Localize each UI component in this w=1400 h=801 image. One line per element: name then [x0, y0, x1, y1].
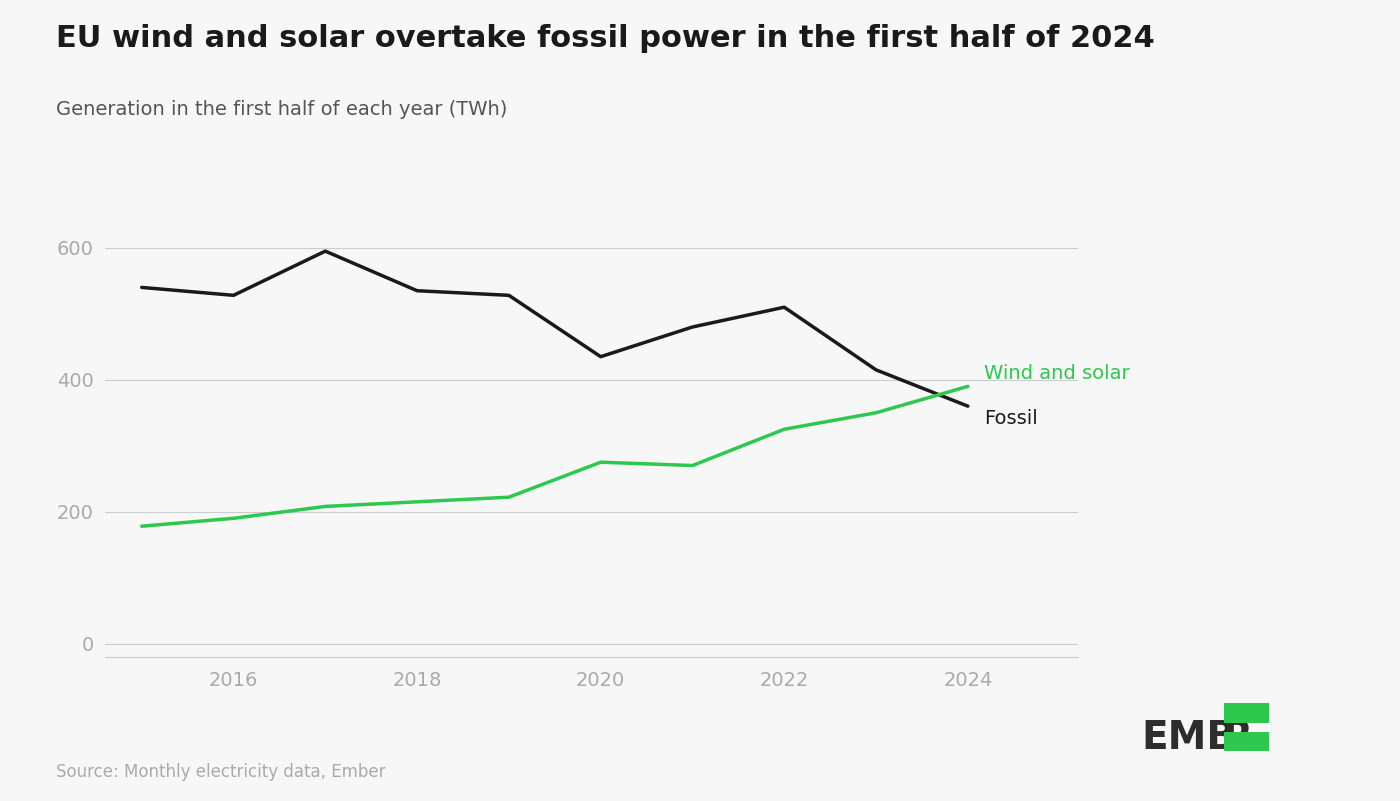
Text: EU wind and solar overtake fossil power in the first half of 2024: EU wind and solar overtake fossil power …	[56, 24, 1155, 53]
Text: EMB: EMB	[1141, 719, 1236, 757]
Text: R: R	[1222, 719, 1252, 757]
Text: Source: Monthly electricity data, Ember: Source: Monthly electricity data, Ember	[56, 763, 385, 781]
Text: Generation in the first half of each year (TWh): Generation in the first half of each yea…	[56, 100, 507, 119]
Text: Wind and solar: Wind and solar	[984, 364, 1130, 383]
Text: Fossil: Fossil	[984, 409, 1039, 429]
